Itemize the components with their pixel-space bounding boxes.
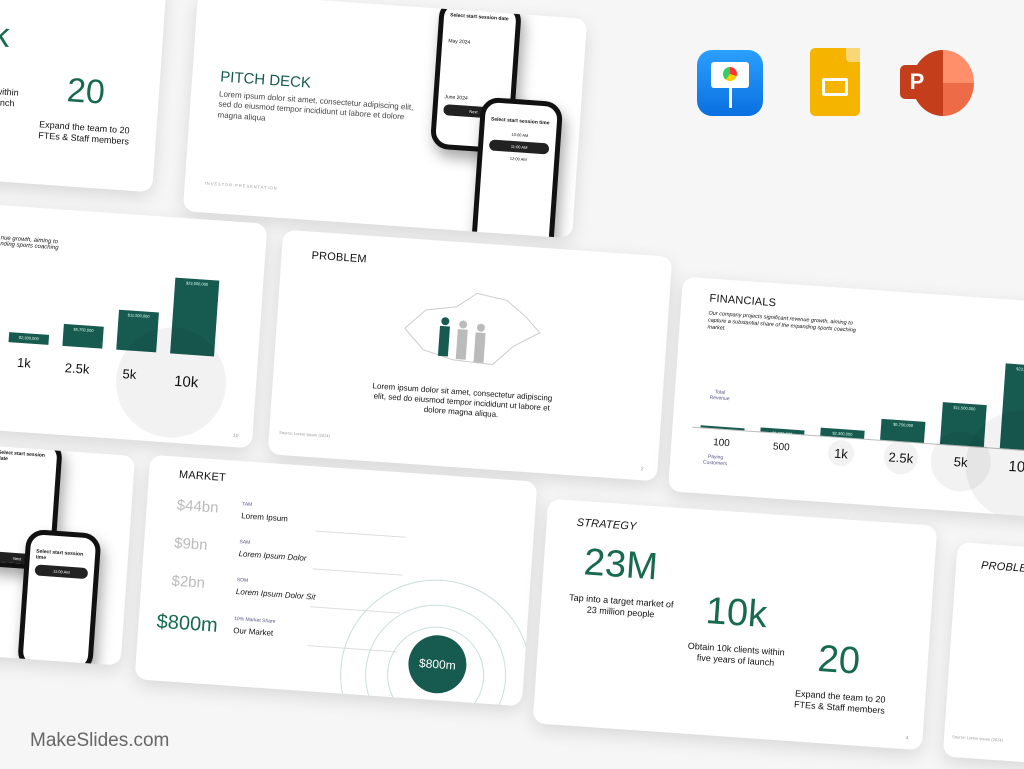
keynote-icon <box>697 50 763 116</box>
phone-date-title: Select start session date <box>0 449 46 463</box>
market-label: Lorem Ipsum Dolor <box>238 549 307 563</box>
time-option[interactable]: 12:00 AM <box>509 155 527 162</box>
page-number: 4 <box>905 735 909 742</box>
category-label: 1k <box>833 445 849 462</box>
time-option-selected[interactable]: 11:00 AM <box>488 139 550 155</box>
strategy-title: STRATEGY <box>576 516 638 533</box>
market-title: MARKET <box>178 468 227 485</box>
page-number: 2 <box>640 466 644 473</box>
google-slides-icon <box>810 48 860 116</box>
customers-label: Paying Customers <box>702 453 728 468</box>
stat-caption-partial: s within launch <box>0 86 20 109</box>
stat-value: 20 <box>65 71 107 112</box>
financials-title: FINANCIALS <box>709 292 777 310</box>
slide-strategy[interactable]: STRATEGY 23M Tap into a target market of… <box>532 498 938 751</box>
category-label: 1k <box>16 354 32 371</box>
category-label: 100 <box>712 437 731 450</box>
slide-app-partial[interactable]: Select start session date Next Select st… <box>0 444 136 666</box>
category-label: 10k <box>173 372 199 392</box>
financials-body-partial: nue growth, aiming to nding sports coach… <box>0 235 59 252</box>
bar-2.5k: $5,750,000 <box>62 323 104 349</box>
slide-strategy-partial[interactable]: k s within launch 20 Expand the team to … <box>0 0 168 193</box>
stat-caption: Tap into a target market of 23 million p… <box>568 592 674 620</box>
stat-partial: k <box>0 15 11 55</box>
stat-caption: Expand the team to 20 FTEs & Staff membe… <box>37 119 130 147</box>
slide-market[interactable]: MARKET $44bn TAM Lorem Ipsum $9bn SAM Lo… <box>134 454 538 707</box>
our-market-value: $800m <box>418 656 457 673</box>
category-label: 500 <box>772 441 791 454</box>
problem-body: Lorem ipsum dolor sit amet, consectetur … <box>372 381 553 420</box>
market-value: $800m <box>155 610 219 637</box>
market-label: Lorem Ipsum Dolor Sit <box>235 587 316 602</box>
market-label: Our Market <box>232 625 274 638</box>
category-label: 2.5k <box>888 449 914 467</box>
stat-caption: Expand the team to 20 FTEs & Staff membe… <box>793 688 886 716</box>
problem-title: PROBLEM <box>980 559 1024 576</box>
market-tag: TAM <box>241 501 253 508</box>
person-icon <box>473 323 486 363</box>
stat-caption: Obtain 10k clients within five years of … <box>687 640 786 669</box>
phone-mockup-time: Select start session time 10:00 AM 11:00… <box>470 96 564 239</box>
watermark: MakeSlides.com <box>30 730 170 751</box>
phone-time-title: Select start session time <box>35 548 84 562</box>
stat-value: 23M <box>582 541 660 589</box>
slide-financials-partial[interactable]: nue growth, aiming to nding sports coach… <box>0 196 268 449</box>
market-tag: 10% Market Share <box>233 615 276 625</box>
phone-mockup-time: Select start session time 11:00 AM <box>17 528 102 666</box>
map-people-illustration <box>404 292 541 366</box>
time-option[interactable]: 10:00 AM <box>511 131 529 139</box>
bar-2.5k: $5,750,000 <box>880 418 926 443</box>
category-label: 2.5k <box>64 360 90 377</box>
market-value: $44bn <box>176 496 220 517</box>
bar-500: $1,150,000 <box>760 427 805 436</box>
problem-title: PROBLEM <box>311 249 368 266</box>
powerpoint-icon: P <box>900 50 974 118</box>
financials-body: Our company projects significant revenue… <box>707 310 857 334</box>
slide-financials[interactable]: FINANCIALS Our company projects signific… <box>667 276 1024 519</box>
bar-1k: $2,300,000 <box>8 332 50 345</box>
pitch-title: PITCH DECK <box>219 68 312 92</box>
problem-source: Source: Lorem Ipsum (2024) <box>951 734 1004 743</box>
slide-problem-partial[interactable]: PROBLEM Source: Lorem Ipsum (2024) <box>942 541 1024 769</box>
bar-100 <box>700 425 745 431</box>
slide-problem[interactable]: PROBLEM Lorem ipsum dolor sit amet, cons… <box>267 229 673 482</box>
pitch-body: Lorem ipsum dolor sit amet, consectetur … <box>217 89 414 123</box>
phone-time-title: Select start session time <box>490 116 550 127</box>
person-icon <box>437 317 450 357</box>
bar-1k: $2,300,000 <box>820 427 865 439</box>
time-option-selected[interactable]: 11:00 AM <box>34 564 89 580</box>
problem-source: Source: Lorem Ipsum (2024) <box>278 429 331 439</box>
market-label: Lorem Ipsum <box>240 511 289 524</box>
market-tag: SOM <box>236 577 249 584</box>
phone-month: May 2024 <box>448 38 471 46</box>
slide-pitch-deck[interactable]: PITCH DECK Lorem ipsum dolor sit amet, c… <box>182 0 588 239</box>
stat-value: 20 <box>816 637 862 683</box>
market-value: $9bn <box>173 534 209 554</box>
market-value: $2bn <box>170 572 206 592</box>
stat-value: 10k <box>704 589 769 637</box>
page-number: 10 <box>232 432 239 440</box>
market-tag: SAM <box>239 539 251 546</box>
category-label: 5k <box>122 366 137 383</box>
person-icon <box>455 320 468 360</box>
phone-date-title: Select start session date <box>449 12 509 23</box>
pitch-footer: INVESTOR PRESENTATION <box>204 180 278 191</box>
